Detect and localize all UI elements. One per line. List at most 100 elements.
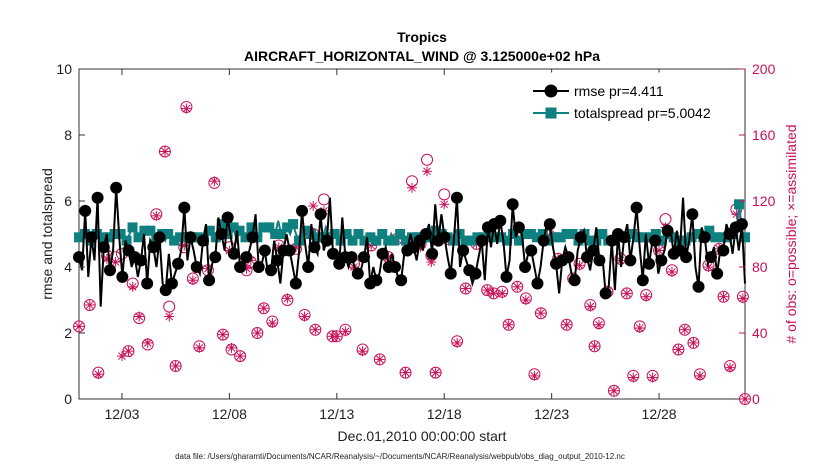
totalspread-point [734, 199, 745, 210]
rmse-point [711, 267, 724, 280]
obs-assimilated-point [647, 372, 658, 383]
y-tick-right-0: 0 [752, 391, 760, 407]
obs-possible-point [560, 318, 573, 331]
rmse-point [141, 277, 154, 290]
rmse-series [73, 181, 748, 307]
rmse-point [444, 267, 457, 280]
obs-assimilated-point [226, 342, 237, 353]
obs-assimilated-point [694, 370, 705, 381]
rmse-point [227, 247, 240, 260]
obs-assimilated-point [235, 351, 246, 362]
totalspread-point [686, 232, 697, 243]
y-tick-right-40: 40 [752, 325, 768, 341]
obs-possible-point [502, 318, 515, 331]
rmse-point [320, 234, 333, 247]
totalspread-point [258, 222, 269, 233]
totalspread-point [466, 235, 477, 246]
rmse-point [116, 270, 129, 283]
rmse-point [593, 254, 606, 267]
obs-possible-point [687, 336, 700, 349]
rmse-point [735, 218, 748, 231]
totalspread-point [638, 232, 649, 243]
obs-assimilated-point [430, 367, 441, 378]
rmse-point [221, 211, 234, 224]
totalspread-point [704, 225, 715, 236]
rmse-point [314, 208, 327, 221]
rmse-point [91, 191, 104, 204]
obs-assimilated-point [688, 337, 699, 348]
totalspread-point [121, 235, 132, 246]
totalspread-point [555, 232, 566, 243]
obs-assimilated-point [628, 372, 639, 383]
rmse-point [203, 274, 216, 287]
obs-assimilated-point [593, 319, 604, 330]
obs-assimilated-point [127, 281, 138, 292]
totalspread-point [591, 235, 602, 246]
totalspread-point [282, 222, 293, 233]
obs-possible-point [672, 343, 685, 356]
rmse-point [450, 191, 463, 204]
footer-data-file: data file: /Users/gharamti/Documents/NCA… [175, 452, 625, 461]
obs-assimilated-point [217, 329, 228, 340]
rmse-point [370, 274, 383, 287]
obs-assimilated-point [585, 301, 596, 312]
obs-assimilated-point [308, 200, 319, 211]
legend-rmse-label: rmse pr=4.411 [574, 83, 664, 99]
obs-assimilated-point [621, 288, 632, 299]
rmse-point [717, 244, 730, 257]
totalspread-point [270, 229, 281, 239]
obs-assimilated-point [252, 328, 263, 338]
legend-spread-marker [545, 107, 557, 119]
totalspread-point [514, 235, 525, 246]
totalspread-point [519, 229, 530, 239]
totalspread-point [145, 225, 156, 236]
rmse-point [469, 267, 482, 280]
rmse-point [252, 261, 265, 273]
obs-assimilated-point [634, 323, 645, 334]
totalspread-point [597, 229, 608, 239]
obs-possible-point [588, 340, 601, 353]
obs-possible-point [83, 298, 96, 311]
obs-possible-point [169, 360, 182, 372]
obs-assimilated-point [407, 182, 417, 193]
rmse-point [296, 204, 309, 217]
obs-assimilated-point [497, 288, 508, 299]
y-tick-left-0: 0 [64, 391, 72, 407]
totalspread-point [496, 232, 507, 243]
obs-possible-point [73, 320, 85, 333]
rmse-point [457, 244, 470, 257]
rmse-point [568, 274, 581, 287]
rmse-point [289, 277, 302, 290]
totalspread-point [246, 222, 257, 233]
chart-subtitle: AIRCRAFT_HORIZONTAL_WIND @ 3.125000e+02 … [244, 48, 600, 64]
totalspread-point [222, 229, 233, 239]
rmse-point [178, 201, 191, 214]
obs-assimilated-point [718, 291, 729, 302]
totalspread-point [288, 219, 299, 230]
totalspread-point [329, 229, 340, 239]
obs-assimilated-point [535, 308, 546, 319]
y-tick-right-80: 80 [752, 259, 768, 275]
obs-assimilated-point [400, 367, 411, 378]
rmse-point [172, 257, 185, 270]
totalspread-point [347, 235, 358, 246]
rmse-point [376, 247, 389, 260]
totalspread-point [716, 232, 727, 243]
y-tick-right-160: 160 [752, 127, 776, 143]
rmse-point [79, 204, 92, 217]
legend-rmse-marker [544, 84, 558, 98]
totalspread-point [97, 232, 108, 243]
totalspread-point [395, 229, 406, 239]
totalspread-point [299, 225, 310, 236]
obs-assimilated-point [439, 199, 450, 210]
left-axis: 0 2 4 6 8 10 [56, 61, 72, 407]
obs-possible-point [607, 384, 620, 397]
rmse-point [574, 231, 587, 244]
rmse-point [537, 234, 550, 247]
totalspread-point [365, 232, 376, 243]
rmse-point [73, 251, 85, 264]
x-tick-12-18: 12/18 [427, 406, 462, 422]
rmse-point [196, 234, 209, 247]
y-tick-right-200: 200 [752, 61, 776, 77]
